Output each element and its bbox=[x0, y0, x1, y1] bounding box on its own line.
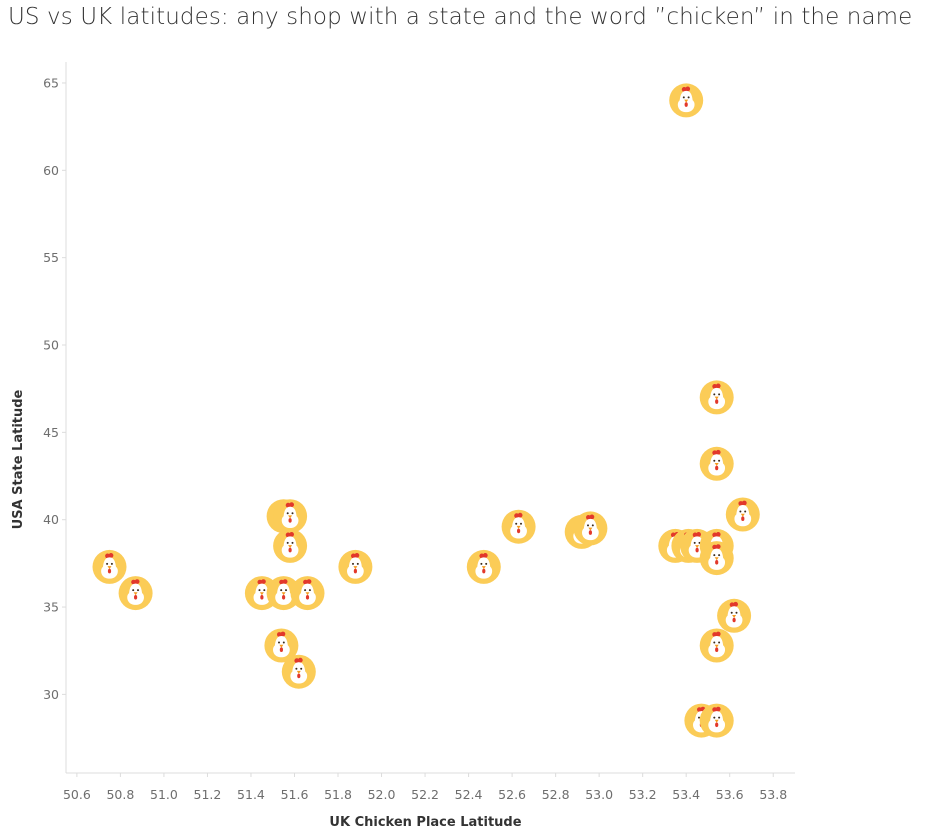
x-tick-label: 53.2 bbox=[629, 787, 657, 802]
chicken-icon[interactable] bbox=[273, 499, 308, 534]
x-tick-label: 50.8 bbox=[106, 787, 134, 802]
x-axis-title: UK Chicken Place Latitude bbox=[329, 815, 521, 830]
chicken-icon[interactable] bbox=[699, 380, 734, 415]
x-tick-label: 53.4 bbox=[672, 787, 700, 802]
chicken-icon[interactable] bbox=[699, 628, 734, 663]
x-tick-label: 53.0 bbox=[585, 787, 613, 802]
chicken-icon[interactable] bbox=[699, 703, 734, 738]
y-tick-label: 50 bbox=[43, 338, 59, 353]
chicken-icon[interactable] bbox=[273, 528, 308, 563]
x-tick-label: 51.8 bbox=[324, 787, 352, 802]
x-tick-label: 52.8 bbox=[542, 787, 570, 802]
chicken-icon[interactable] bbox=[501, 509, 536, 544]
x-tick-label: 52.6 bbox=[498, 787, 526, 802]
x-tick-label: 51.4 bbox=[237, 787, 265, 802]
x-tick-label: 52.0 bbox=[368, 787, 396, 802]
chicken-icon[interactable] bbox=[717, 598, 752, 633]
y-tick-label: 45 bbox=[43, 425, 59, 440]
y-tick-label: 35 bbox=[43, 600, 59, 615]
chicken-icon[interactable] bbox=[699, 541, 734, 576]
chicken-icon[interactable] bbox=[338, 549, 373, 584]
chicken-icon[interactable] bbox=[669, 83, 704, 118]
x-tick-label: 53.6 bbox=[716, 787, 744, 802]
y-tick-label: 55 bbox=[43, 250, 59, 265]
chart-title: US vs UK latitudes: any shop with a stat… bbox=[8, 4, 913, 30]
chicken-icon[interactable] bbox=[281, 654, 316, 689]
chicken-icon[interactable] bbox=[573, 511, 608, 546]
y-tick-label: 60 bbox=[43, 163, 59, 178]
x-tick-label: 52.4 bbox=[455, 787, 483, 802]
y-tick-label: 65 bbox=[43, 75, 59, 90]
chicken-icon[interactable] bbox=[466, 549, 501, 584]
x-tick-label: 51.2 bbox=[194, 787, 222, 802]
x-tick-label: 53.8 bbox=[759, 787, 787, 802]
y-tick-label: 30 bbox=[43, 687, 59, 702]
y-axis: 30 35 40 45 50 55 60 65 bbox=[43, 75, 66, 702]
chicken-icon[interactable] bbox=[699, 446, 734, 481]
x-tick-label: 50.6 bbox=[63, 787, 91, 802]
y-tick-label: 40 bbox=[43, 512, 59, 527]
x-tick-label: 51.6 bbox=[281, 787, 309, 802]
chicken-icon[interactable] bbox=[725, 497, 760, 532]
y-axis-title-group: USA State Latitude bbox=[11, 389, 26, 529]
y-axis-title: USA State Latitude bbox=[11, 389, 26, 529]
x-tick-label: 52.2 bbox=[411, 787, 439, 802]
chicken-icon[interactable] bbox=[290, 576, 325, 611]
chicken-icon[interactable] bbox=[118, 576, 153, 611]
chicken-icon[interactable] bbox=[92, 549, 127, 584]
x-tick-label: 51.0 bbox=[150, 787, 178, 802]
x-axis: 50.6 50.8 51.0 51.2 51.4 51.6 51.8 52.0 52.2 52.4… bbox=[63, 773, 787, 802]
data-points bbox=[92, 83, 760, 738]
